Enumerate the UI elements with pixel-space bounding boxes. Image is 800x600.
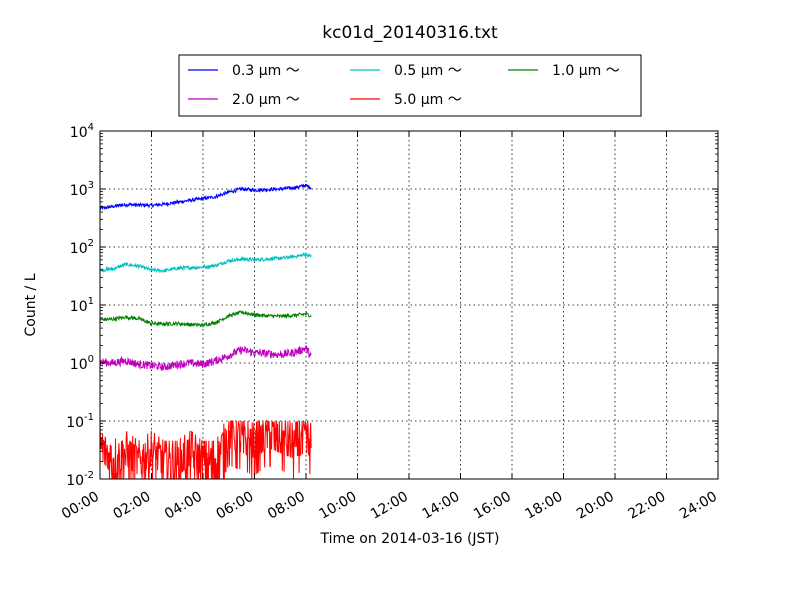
legend-box [178, 54, 642, 117]
series-line [99, 251, 312, 274]
x-tick-labels: 00:00 02:00 04:00 06:00 08:00 10:00 12:00 14:00… [59, 489, 720, 523]
plot-area-frame [99, 130, 719, 480]
x-axis-title: Time on 2014-03-16 (JST) [320, 531, 500, 547]
legend-label: 1.0 μm ～ [552, 63, 620, 79]
x-tick-label: 18:00 [523, 489, 566, 523]
legend-label: 0.3 μm ～ [232, 63, 300, 79]
x-tick-label: 06:00 [214, 489, 257, 523]
y-tick-label: 103 [70, 180, 94, 199]
axis-ticks [99, 130, 719, 480]
y-axis-title: Count / L [23, 273, 39, 336]
chart-title: kc01d_20140316.txt [322, 23, 498, 43]
y-tick-label: 100 [70, 354, 94, 373]
x-tick-label: 16:00 [471, 489, 514, 523]
legend: 0.3 μm ～ 0.5 μm ～ 1.0 μm ～ 2.0 μm ～ 5.0 μm ～ [178, 54, 642, 117]
series-line [99, 345, 312, 371]
x-tick-label: 00:00 [59, 489, 102, 523]
series-lines [99, 183, 312, 480]
x-tick-label: 20:00 [574, 489, 617, 523]
series-line [99, 183, 312, 211]
x-tick-label: 24:00 [677, 489, 720, 523]
series-line [99, 309, 312, 328]
x-tick-label: 04:00 [162, 489, 205, 523]
legend-label: 5.0 μm ～ [394, 92, 462, 108]
y-tick-label: 101 [70, 296, 94, 315]
y-tick-label: 10-2 [66, 470, 94, 489]
x-tick-label: 22:00 [626, 489, 669, 523]
x-tick-label: 02:00 [111, 489, 154, 523]
x-tick-label: 10:00 [317, 489, 360, 523]
y-tick-label: 102 [70, 238, 94, 257]
x-tick-label: 12:00 [368, 489, 411, 523]
y-tick-label: 10-1 [66, 412, 94, 431]
y-tick-labels: 10-2 10-1 100 101 102 103 104 [66, 122, 94, 489]
legend-label: 2.0 μm ～ [232, 92, 300, 108]
x-tick-label: 14:00 [420, 489, 463, 523]
x-tick-label: 08:00 [265, 489, 308, 523]
y-tick-label: 104 [70, 122, 94, 141]
grid [100, 131, 718, 479]
legend-label: 0.5 μm ～ [394, 63, 462, 79]
series-line [99, 419, 312, 480]
